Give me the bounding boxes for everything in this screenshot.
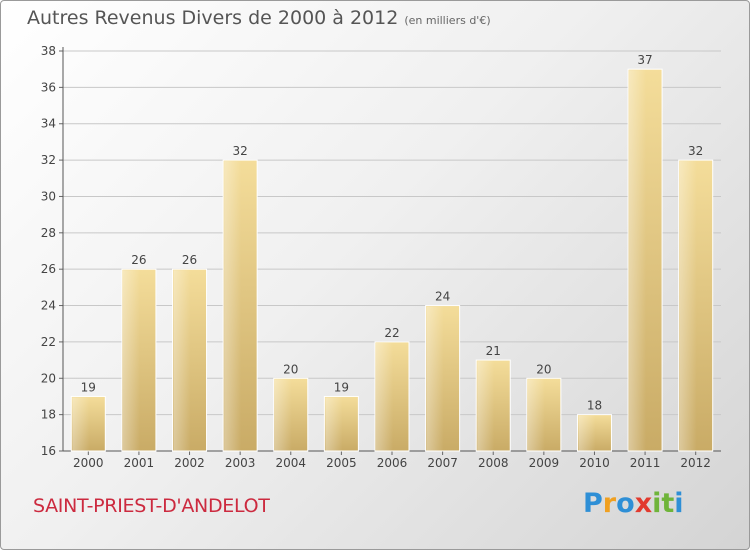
y-tick-label: 36 <box>41 80 56 94</box>
bar-value-label: 32 <box>233 144 248 158</box>
logo-letter: i <box>652 488 662 519</box>
x-tick-label: 2011 <box>630 456 661 470</box>
y-tick-label: 16 <box>41 444 56 458</box>
x-tick-label: 2004 <box>275 456 306 470</box>
value-labels: 19 26 26 32 20 19 22 24 21 20 18 37 32 <box>81 53 704 412</box>
bar-highlight <box>224 161 242 451</box>
y-tick-label: 28 <box>41 226 56 240</box>
y-tick-label: 30 <box>41 189 56 203</box>
y-tick-label: 26 <box>41 262 56 276</box>
logo-letter: P <box>583 488 603 519</box>
bar-highlight <box>426 306 444 451</box>
x-tick-label: 2002 <box>174 456 205 470</box>
x-tick-label: 2009 <box>529 456 560 470</box>
chart-subtitle: (en milliers d'€) <box>404 14 491 27</box>
chart-title-text: Autres Revenus Divers de 2000 à 2012 <box>27 7 399 29</box>
bar-value-label: 37 <box>637 53 652 67</box>
bar-value-label: 22 <box>384 326 399 340</box>
bar-value-label: 20 <box>283 362 298 376</box>
x-tick-label: 2010 <box>579 456 610 470</box>
bar-value-label: 18 <box>587 399 602 413</box>
y-tick-label: 22 <box>41 335 56 349</box>
x-tick-label: 2006 <box>377 456 408 470</box>
bar-highlight <box>122 270 140 451</box>
logo-letter: x <box>634 488 653 519</box>
axes: 16 18 20 22 24 26 28 30 32 34 36 38 2000 2001 2002 2003… <box>41 44 721 470</box>
x-tick-label: 2007 <box>427 456 458 470</box>
y-tick-label: 34 <box>41 117 56 131</box>
logo-letter: i <box>674 488 684 519</box>
logo-letter: r <box>602 488 617 519</box>
bar-highlight <box>578 415 596 451</box>
bar-value-label: 21 <box>486 344 501 358</box>
y-tick-label: 24 <box>41 299 56 313</box>
bar-highlight <box>679 161 697 451</box>
y-tick-label: 38 <box>41 44 56 58</box>
y-tick-label: 32 <box>41 153 56 167</box>
y-tick-label: 20 <box>41 371 56 385</box>
logo-letter: t <box>661 488 675 519</box>
x-tick-label: 2003 <box>225 456 256 470</box>
bar-value-label: 26 <box>131 253 146 267</box>
bar-highlight <box>376 342 393 451</box>
bar-highlight <box>629 70 647 451</box>
logo-letter: o <box>616 488 635 519</box>
bar-highlight <box>274 379 292 451</box>
bar-highlight <box>477 361 495 451</box>
bar-value-label: 24 <box>435 290 450 304</box>
proxiti-logo: Proxiti <box>583 488 684 519</box>
y-tick-label: 18 <box>41 408 56 422</box>
bar-value-label: 19 <box>81 380 96 394</box>
x-tick-label: 2008 <box>478 456 509 470</box>
bar-value-label: 32 <box>688 144 703 158</box>
bar-highlight <box>527 379 545 451</box>
bars <box>70 68 714 452</box>
bar-highlight <box>72 397 90 451</box>
bar-highlight <box>173 270 191 451</box>
bar-value-label: 20 <box>536 362 551 376</box>
x-tick-label: 2005 <box>326 456 357 470</box>
x-tick-label: 2000 <box>73 456 104 470</box>
x-tick-label: 2012 <box>680 456 711 470</box>
bar-value-label: 19 <box>334 380 349 394</box>
chart-title: Autres Revenus Divers de 2000 à 2012 (en … <box>27 7 491 29</box>
bar-highlight <box>325 397 343 451</box>
bar-value-label: 26 <box>182 253 197 267</box>
x-tick-label: 2001 <box>124 456 155 470</box>
commune-name: SAINT-PRIEST-D'ANDELOT <box>33 495 270 517</box>
